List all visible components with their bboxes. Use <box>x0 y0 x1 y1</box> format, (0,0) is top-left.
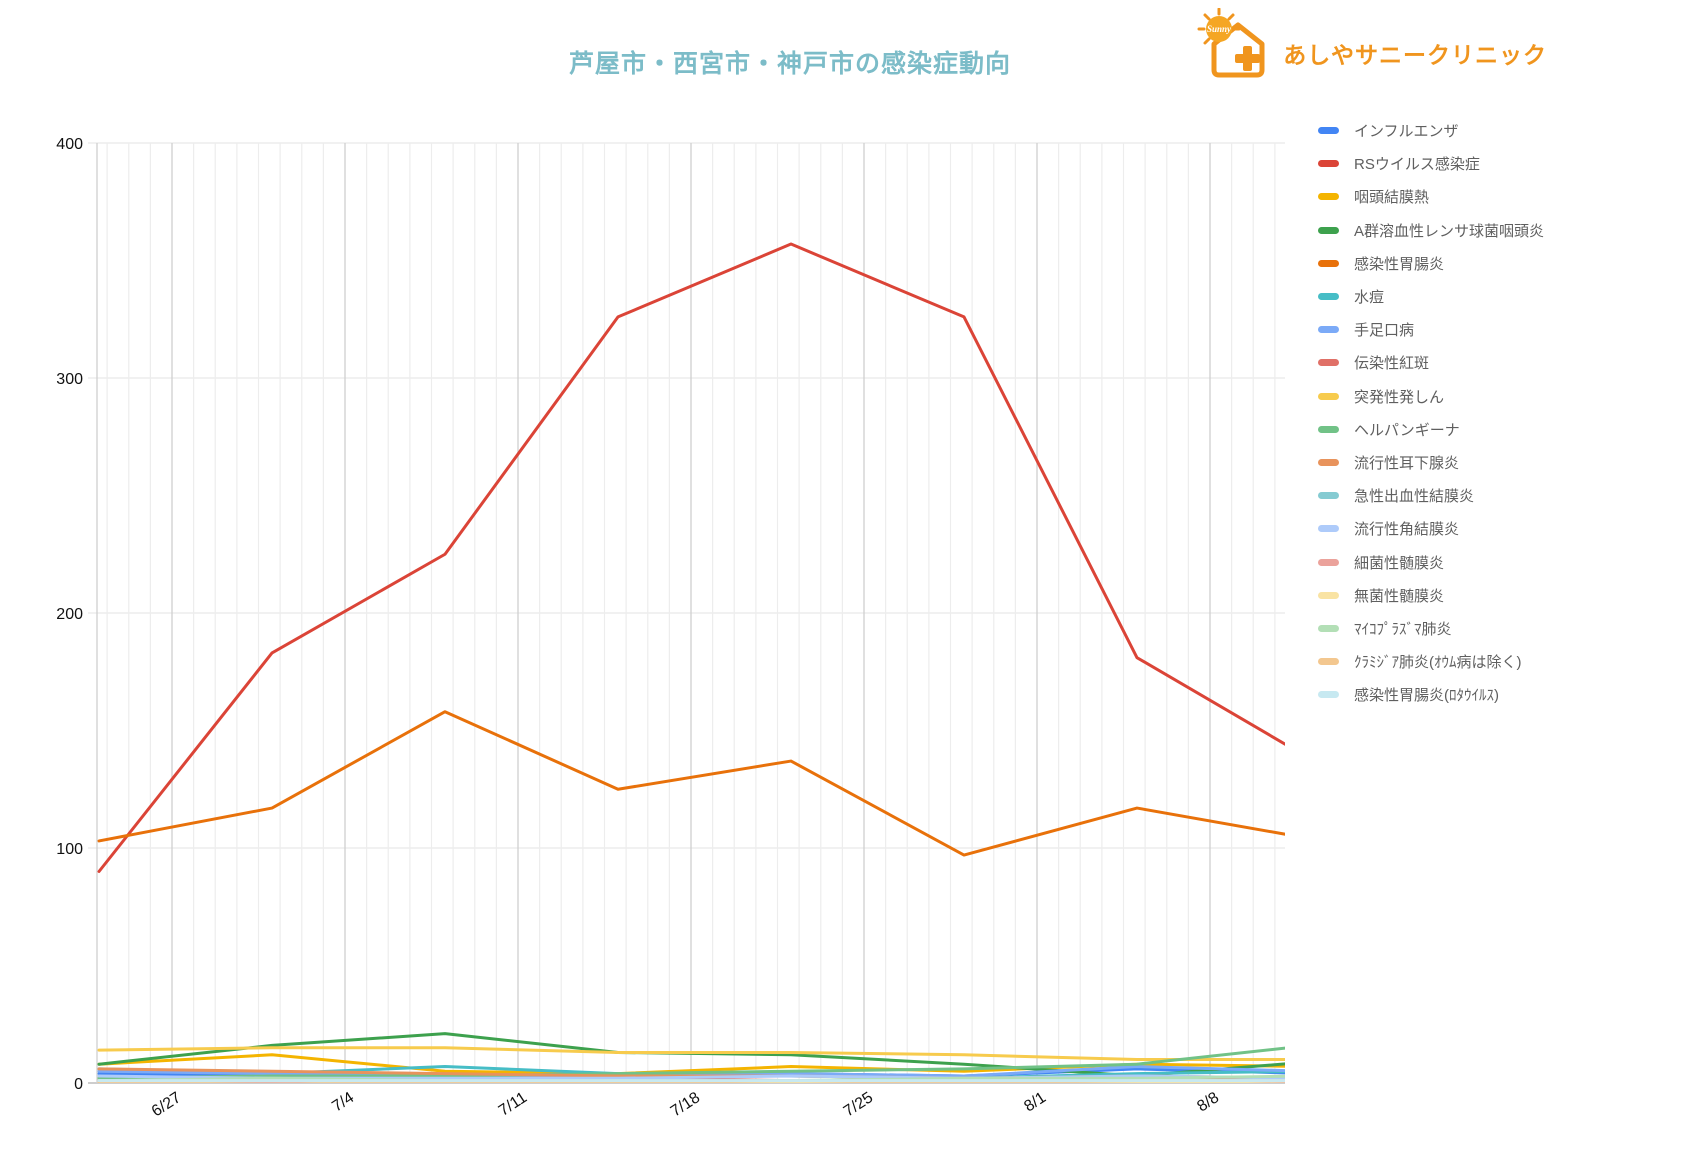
legend-label: ヘルパンギーナ <box>1354 421 1460 439</box>
clinic-logo-icon: Sunny <box>1197 8 1265 78</box>
series-line-1 <box>97 242 1285 873</box>
legend-item: ﾏｲｺﾌﾟﾗｽﾞﾏ肺炎 <box>1318 612 1678 645</box>
legend-swatch <box>1318 558 1339 566</box>
legend-item: インフルエンザ <box>1318 114 1678 147</box>
legend-item: 手足口病 <box>1318 313 1678 346</box>
clinic-name: あしやサニークリニック <box>1283 42 1547 68</box>
legend-label: ﾏｲｺﾌﾟﾗｽﾞﾏ肺炎 <box>1354 620 1452 638</box>
legend-swatch <box>1318 326 1339 334</box>
clinic-logo: Sunny あしやサニークリニック <box>1197 8 1547 80</box>
legend-swatch <box>1318 458 1339 466</box>
legend-item: 感染性胃腸炎(ﾛﾀｳｲﾙｽ) <box>1318 678 1678 711</box>
legend-item: 流行性角結膜炎 <box>1318 512 1678 545</box>
legend-label: 伝染性紅斑 <box>1354 355 1430 373</box>
legend-swatch <box>1318 293 1339 301</box>
legend: インフルエンザ RSウイルス感染症 咽頭結膜熱 A群溶血性レンサ球菌咽頭炎 感染性胃腸炎… <box>1318 114 1678 711</box>
legend-label: 細菌性髄膜炎 <box>1354 554 1445 572</box>
legend-swatch <box>1318 392 1339 400</box>
series-line-4 <box>97 710 1285 857</box>
legend-label: 感染性胃腸炎(ﾛﾀｳｲﾙｽ) <box>1354 687 1499 705</box>
sun-icon: Sunny <box>1197 8 1241 45</box>
legend-swatch <box>1318 525 1339 533</box>
legend-swatch <box>1318 425 1339 433</box>
legend-label: 急性出血性結膜炎 <box>1354 488 1475 506</box>
legend-label: 突発性発しん <box>1354 388 1445 406</box>
legend-label: インフルエンザ <box>1354 123 1459 141</box>
legend-swatch <box>1318 492 1339 500</box>
legend-label: 流行性耳下腺炎 <box>1354 454 1460 472</box>
legend-item: 伝染性紅斑 <box>1318 346 1678 379</box>
legend-item: ｸﾗﾐｼﾞｱ肺炎(ｵｳﾑ病は除く) <box>1318 645 1678 678</box>
legend-item: 水痘 <box>1318 280 1678 313</box>
y-axis-tick-label: 300 <box>56 371 83 388</box>
legend-swatch <box>1318 127 1339 135</box>
x-axis-tick-label: 8/1 <box>1021 1089 1049 1115</box>
x-axis-tick-label: 7/4 <box>329 1089 357 1115</box>
x-axis-tick-label: 7/25 <box>841 1089 876 1120</box>
x-axis-tick-label: 8/8 <box>1194 1089 1222 1115</box>
legend-label: ｸﾗﾐｼﾞｱ肺炎(ｵｳﾑ病は除く) <box>1354 654 1522 672</box>
x-axis-tick-label: 7/18 <box>668 1089 703 1120</box>
legend-item: 流行性耳下腺炎 <box>1318 446 1678 479</box>
legend-item: 無菌性髄膜炎 <box>1318 579 1678 612</box>
legend-swatch <box>1318 359 1339 367</box>
y-axis-tick-label: 100 <box>56 841 83 858</box>
legend-item: 咽頭結膜熱 <box>1318 180 1678 213</box>
chart-title: 芦屋市・西宮市・神戸市の感染症動向 <box>568 50 1011 78</box>
legend-item: 細菌性髄膜炎 <box>1318 545 1678 578</box>
medical-cross-icon <box>1235 46 1261 71</box>
legend-item: 突発性発しん <box>1318 380 1678 413</box>
y-axis-tick-label: 0 <box>74 1076 83 1093</box>
legend-swatch <box>1318 193 1339 201</box>
legend-label: 咽頭結膜熱 <box>1354 189 1430 207</box>
x-axis-tick-label: 7/11 <box>496 1089 530 1120</box>
legend-item: RSウイルス感染症 <box>1318 147 1678 180</box>
legend-item: 感染性胃腸炎 <box>1318 247 1678 280</box>
legend-swatch <box>1318 624 1339 632</box>
legend-swatch <box>1318 226 1339 234</box>
x-axis-tick-label: 6/27 <box>149 1089 184 1120</box>
legend-label: RSウイルス感染症 <box>1354 156 1480 174</box>
y-axis-tick-label: 400 <box>56 136 83 153</box>
legend-label: 手足口病 <box>1354 322 1415 340</box>
sun-logo-text: Sunny <box>1207 24 1232 34</box>
legend-item: 急性出血性結膜炎 <box>1318 479 1678 512</box>
legend-swatch <box>1318 591 1339 599</box>
legend-swatch <box>1318 658 1339 666</box>
legend-swatch <box>1318 691 1339 699</box>
legend-swatch <box>1318 160 1339 168</box>
series-line-9 <box>97 1046 1285 1080</box>
y-axis-tick-label: 200 <box>56 606 83 623</box>
legend-label: 無菌性髄膜炎 <box>1354 587 1445 605</box>
legend-label: 流行性角結膜炎 <box>1354 521 1460 539</box>
legend-label: A群溶血性レンサ球菌咽頭炎 <box>1354 222 1545 240</box>
legend-item: ヘルパンギーナ <box>1318 413 1678 446</box>
legend-label: 感染性胃腸炎 <box>1354 255 1445 273</box>
series-line-8 <box>97 1046 1285 1061</box>
legend-label: 水痘 <box>1354 289 1385 307</box>
legend-swatch <box>1318 259 1339 267</box>
legend-item: A群溶血性レンサ球菌咽頭炎 <box>1318 214 1678 247</box>
